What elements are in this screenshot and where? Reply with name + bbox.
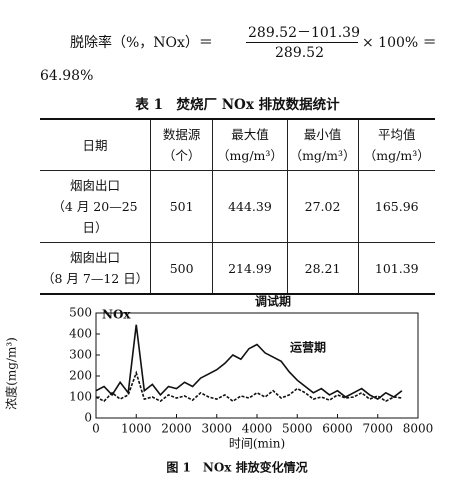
cell-line: 数据源	[162, 127, 201, 142]
table-cell: 27.02	[286, 170, 358, 243]
y-tick-label: 300	[69, 348, 92, 362]
data-table: 日期 数据源 （个） 最大值 （mg/m³） 最小值 （mg/m³） 平均值 （mg/m³） 烟囱…	[40, 118, 435, 295]
annotation: 运营期	[290, 340, 326, 355]
table-cell: 数据源 （个）	[149, 118, 213, 171]
chart: 0 1000 2000 3000 4000 5000 6000 7000 8000 0 100 200…	[4, 294, 434, 475]
table-cell: 平均值 （mg/m³）	[357, 118, 435, 171]
x-tick-label: 2000	[161, 422, 192, 436]
table-cell: 28.21	[286, 242, 358, 295]
fraction-bar	[246, 42, 358, 43]
table-cell: 444.39	[212, 170, 288, 243]
table-cell: 101.39	[357, 242, 435, 295]
y-tick-label: 200	[69, 369, 92, 383]
table-cell: 500	[149, 242, 213, 295]
table-title: 表 1 焚烧厂 NOx 排放数据统计	[135, 97, 340, 113]
cell-line: （4 月 20—25 日）	[52, 199, 138, 235]
x-tick-label: 6000	[322, 422, 353, 436]
x-tick-label: 1000	[121, 422, 152, 436]
formula-lhs: 脱除率（%，NOx）＝	[70, 35, 213, 51]
cell-line: （个）	[162, 148, 201, 163]
formula-denominator: 289.52	[275, 45, 324, 61]
formula-numerator: 289.52－101.39	[248, 25, 360, 41]
cell-line: 烟囱出口	[69, 250, 120, 265]
table-cell: 烟囱出口 （8 月 7—12 日）	[40, 242, 151, 295]
table-cell: 214.99	[212, 242, 288, 295]
y-tick-label: 100	[69, 390, 92, 404]
x-axis-label: 时间(min)	[229, 437, 285, 451]
x-tick-label: 3000	[201, 422, 232, 436]
x-tick-label: 8000	[403, 422, 434, 436]
annotation: 调试期	[255, 294, 291, 309]
table-cell: 165.96	[357, 170, 435, 243]
data-line	[95, 370, 403, 403]
cell-line: （mg/m³）	[363, 148, 430, 163]
cell-line: 日期	[82, 137, 108, 153]
figure-caption: 图 1 NOx 排放变化情况	[166, 460, 307, 475]
plot-frame	[95, 312, 419, 419]
data-line	[95, 324, 403, 401]
y-tick-label: 0	[84, 411, 92, 425]
cell-line: 平均值	[377, 127, 416, 142]
cell-line: 烟囱出口	[69, 178, 120, 193]
x-tick-label: 5000	[282, 422, 313, 436]
table-cell: 烟囱出口 （4 月 20—25 日）	[40, 170, 151, 243]
table-cell: 最小值 （mg/m³）	[286, 118, 358, 171]
x-tick-label: 4000	[242, 422, 273, 436]
cell-line: （mg/m³）	[289, 148, 356, 163]
table-row: 烟囱出口 （8 月 7—12 日） 500 214.99 28.21 101.39	[40, 242, 435, 295]
header-row: 日期 数据源 （个） 最大值 （mg/m³） 最小值 （mg/m³） 平均值 （mg/m³）	[40, 118, 435, 171]
cell-line: （mg/m³）	[216, 148, 283, 163]
table-cell: 日期	[40, 118, 151, 171]
cell-line: 最大值	[231, 127, 269, 142]
table-cell: 最大值 （mg/m³）	[212, 118, 288, 171]
cell-line: （8 月 7—12 日）	[42, 271, 149, 286]
x-tick-label: 7000	[362, 422, 393, 436]
x-tick-label: 0	[92, 422, 100, 436]
formula-rhs: × 100% ＝	[362, 35, 437, 51]
cell-line: 最小值	[303, 127, 342, 142]
table-row: 烟囱出口 （4 月 20—25 日） 501 444.39 27.02 165.96	[40, 170, 435, 243]
table-cell: 501	[149, 170, 213, 243]
formula-result: 64.98%	[40, 68, 94, 84]
y-tick-label: 400	[69, 327, 92, 341]
y-tick-label: 500	[69, 306, 92, 320]
annotation: NOx	[102, 308, 131, 322]
y-axis-label: 浓度(mg/m³)	[4, 337, 19, 410]
